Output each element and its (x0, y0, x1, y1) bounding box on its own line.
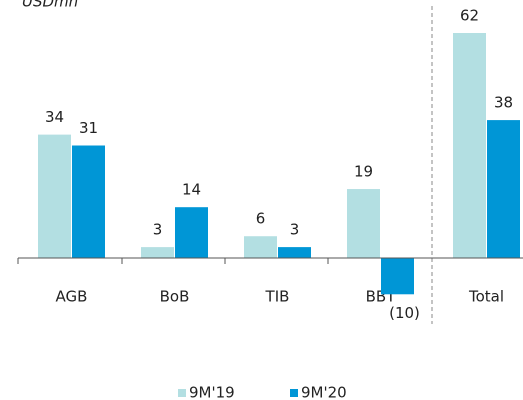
legend-swatch (290, 389, 298, 397)
chart-title: USDmn (22, 0, 78, 11)
data-label: 3 (290, 221, 300, 239)
data-label: 14 (182, 181, 201, 199)
data-label: 19 (354, 163, 373, 181)
legend-swatch (178, 389, 186, 397)
x-tick-label: TIB (265, 288, 290, 306)
data-label: (10) (389, 304, 420, 322)
legend-label: 9M'19 (189, 384, 235, 400)
bar (347, 189, 380, 258)
bar (278, 247, 311, 258)
bar (72, 145, 105, 258)
x-tick-label: BoB (160, 288, 190, 306)
x-tick-label: AGB (56, 288, 88, 306)
data-label: 6 (256, 210, 266, 228)
data-label: 62 (460, 7, 479, 25)
bar (38, 134, 71, 258)
bar (244, 236, 277, 258)
data-label: 31 (79, 119, 98, 137)
bar (381, 258, 414, 295)
data-label: 38 (494, 94, 513, 112)
bar (175, 207, 208, 258)
bar (141, 247, 174, 258)
x-tick-label: Total (468, 288, 504, 306)
bar (453, 33, 486, 258)
legend-label: 9M'20 (301, 384, 347, 400)
bar (487, 120, 520, 258)
data-label: 34 (45, 108, 64, 126)
data-label: 3 (153, 221, 163, 239)
